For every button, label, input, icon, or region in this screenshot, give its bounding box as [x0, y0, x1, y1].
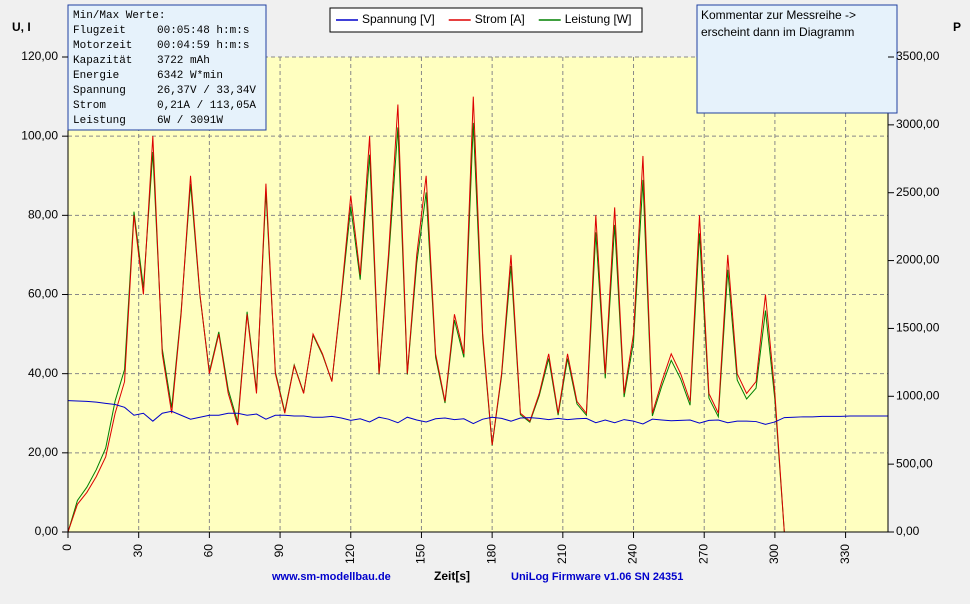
x-tick-label: 180 [484, 544, 498, 564]
x-tick-label: 60 [202, 544, 216, 558]
x-tick-label: 240 [626, 544, 640, 564]
y2-tick-label: 1500,00 [896, 321, 940, 335]
y-tick-label: 0,00 [35, 524, 59, 538]
comment-box [696, 4, 898, 114]
y2-tick-label: 1000,00 [896, 388, 940, 402]
y-tick-label: 20,00 [28, 445, 58, 459]
x-tick-label: 30 [131, 544, 145, 558]
comment-text: erscheint dann im Diagramm [701, 25, 854, 39]
info-label: Kapazität [73, 55, 132, 67]
info-label: Motorzeit [73, 40, 132, 52]
y2-tick-label: 3500,00 [896, 49, 940, 63]
info-value: 26,37V / 33,34V [157, 85, 256, 97]
info-label: Energie [73, 70, 119, 82]
series-line [67, 96, 888, 533]
y2-axis-label: P [953, 20, 961, 34]
legend-label: Spannung [V] [362, 12, 435, 26]
footer-right: UniLog Firmware v1.06 SN 24351 [511, 571, 683, 583]
y2-tick-label: 0,00 [896, 524, 920, 538]
y2-tick-label: 2500,00 [896, 185, 940, 199]
x-tick-label: 330 [838, 544, 852, 564]
y-axis-label: U, I [12, 20, 31, 34]
info-value: 00:05:48 h:m:s [157, 25, 249, 37]
info-label: Leistung [73, 115, 126, 127]
x-tick-label: 150 [414, 544, 428, 564]
y-tick-label: 120,00 [21, 49, 58, 63]
legend-label: Strom [A] [475, 12, 525, 26]
x-tick-label: 300 [767, 544, 781, 564]
info-value: 00:04:59 h:m:s [157, 40, 249, 52]
y2-tick-label: 3000,00 [896, 117, 940, 131]
y-tick-label: 60,00 [28, 287, 58, 301]
legend-box [329, 7, 643, 33]
info-box [67, 4, 267, 131]
x-tick-label: 0 [60, 544, 74, 551]
y2-tick-label: 500,00 [896, 456, 933, 470]
x-tick-label: 270 [696, 544, 710, 564]
info-label: Strom [73, 100, 106, 112]
footer-left: www.sm-modellbau.de [271, 571, 391, 583]
series-line [67, 400, 888, 425]
x-tick-label: 90 [272, 544, 286, 558]
y-tick-label: 80,00 [28, 208, 58, 222]
info-title: Min/Max Werte: [73, 10, 165, 22]
x-tick-label: 210 [555, 544, 569, 564]
info-value: 6W / 3091W [157, 115, 223, 127]
x-tick-label: 120 [343, 544, 357, 564]
info-value: 6342 W*min [157, 70, 223, 82]
info-value: 3722 mAh [157, 55, 210, 67]
y-tick-label: 40,00 [28, 366, 58, 380]
info-label: Spannung [73, 85, 126, 97]
info-value: 0,21A / 113,05A [157, 100, 256, 112]
info-label: Flugzeit [73, 25, 126, 37]
y2-tick-label: 2000,00 [896, 253, 940, 267]
comment-text: Kommentar zur Messreihe -> [701, 8, 856, 22]
y-tick-label: 100,00 [21, 128, 58, 142]
x-axis-label: Zeit[s] [434, 569, 470, 583]
legend-label: Leistung [W] [565, 12, 632, 26]
